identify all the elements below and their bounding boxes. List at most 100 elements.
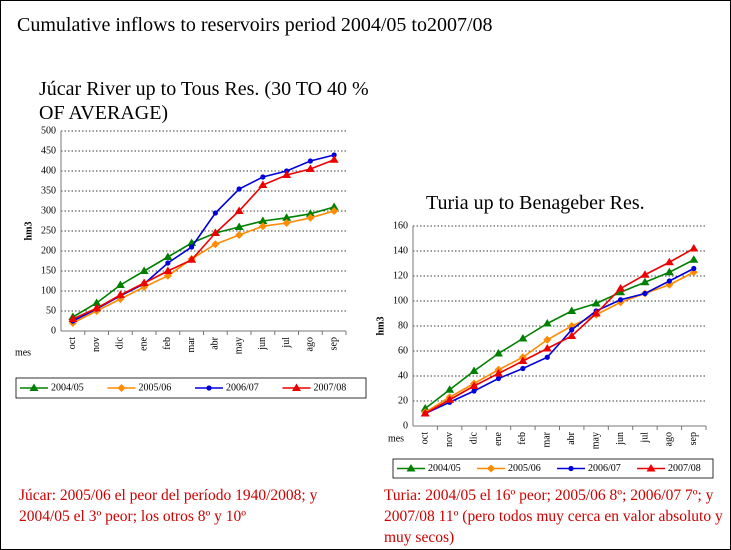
y-axis-label: hm3 [23, 222, 34, 241]
legend-label: 2006/07 [588, 463, 621, 474]
marker [115, 290, 125, 298]
marker [211, 240, 220, 249]
y-tick-label: 100 [41, 285, 56, 296]
marker [139, 266, 149, 274]
marker [234, 222, 244, 230]
marker [292, 383, 301, 391]
chart-title: Turia up to Benageber Res. [426, 192, 645, 214]
marker [258, 180, 268, 188]
marker [210, 228, 220, 236]
x-tick-label: feb [162, 337, 173, 350]
marker [92, 298, 102, 306]
y-tick-label: 40 [398, 370, 408, 381]
y-tick-label: 60 [398, 345, 408, 356]
marker [92, 303, 102, 312]
marker [139, 278, 149, 286]
x-tick-label: jun [615, 432, 626, 446]
y-tick-label: 0 [51, 325, 56, 336]
x-tick-label: abr [566, 431, 577, 444]
marker [543, 335, 552, 344]
marker [640, 270, 650, 278]
x-tick-label: sep [328, 337, 339, 350]
legend-label: 2006/07 [226, 382, 259, 393]
marker [544, 354, 550, 360]
legend-label: 2005/06 [139, 382, 172, 393]
marker [493, 349, 503, 357]
y-tick-label: 50 [46, 305, 56, 316]
x-tick-label: mar [186, 336, 197, 352]
series-line [72, 210, 335, 324]
marker [567, 331, 577, 339]
marker [235, 231, 244, 239]
marker [664, 257, 674, 266]
marker [520, 365, 526, 372]
marker [689, 244, 699, 252]
chart-title: Júcar River up to Tous Res. (30 TO 40 % … [39, 78, 369, 124]
marker [664, 267, 674, 276]
marker [518, 334, 528, 342]
marker [331, 152, 337, 158]
y-tick-label: 100 [393, 295, 408, 306]
y-tick-label: 450 [41, 145, 56, 156]
slide-title: Cumulative inflows to reservoirs period … [17, 14, 493, 36]
marker [591, 299, 601, 307]
marker [117, 384, 126, 392]
marker [617, 297, 624, 303]
y-tick-label: 350 [41, 185, 56, 196]
marker [646, 464, 656, 472]
series-line [424, 267, 695, 415]
marker [469, 381, 479, 389]
marker [493, 369, 503, 377]
x-tick-label: ago [305, 337, 316, 351]
marker [305, 164, 315, 172]
marker [282, 170, 292, 178]
y-tick-label: 20 [398, 395, 408, 406]
x-axis-label: mes [388, 433, 404, 444]
marker [569, 327, 575, 333]
legend-label: 2007/08 [314, 382, 347, 393]
marker [258, 222, 267, 231]
marker [518, 356, 528, 364]
y-tick-label: 120 [393, 270, 408, 281]
y-tick-label: 150 [41, 265, 56, 276]
marker [471, 388, 477, 394]
marker [212, 210, 218, 216]
marker [568, 465, 574, 472]
y-tick-label: 400 [41, 165, 56, 176]
note: Turia: 2004/05 el 16º peor; 2005/06 8º; … [384, 487, 723, 546]
marker [445, 395, 455, 403]
marker [187, 255, 197, 263]
marker [542, 344, 552, 352]
marker [206, 385, 212, 391]
x-tick-label: ene [138, 336, 149, 350]
marker [591, 309, 601, 317]
x-tick-label: ene [493, 431, 504, 445]
y-axis-label: hm3 [375, 317, 386, 336]
legend-label: 2007/08 [668, 463, 701, 474]
y-tick-label: 0 [403, 420, 408, 431]
marker [236, 186, 242, 192]
y-tick-label: 200 [41, 245, 56, 256]
marker [445, 385, 455, 393]
marker [282, 219, 291, 227]
marker [330, 207, 339, 215]
marker [282, 213, 292, 221]
legend-label: 2005/06 [508, 463, 541, 474]
x-tick-label: sep [688, 432, 699, 445]
x-tick-label: dic [468, 431, 479, 444]
note: Júcar: 2005/06 el peor del período 1940/… [19, 487, 318, 525]
x-tick-label: jul [281, 337, 292, 349]
marker [495, 375, 502, 382]
marker [329, 202, 339, 210]
marker [329, 155, 339, 163]
y-tick-label: 160 [393, 220, 408, 231]
series-line [424, 259, 695, 410]
marker [165, 260, 171, 266]
marker [406, 464, 416, 472]
marker [689, 255, 699, 263]
x-tick-label: jul [639, 432, 650, 444]
x-tick-label: mar [542, 431, 553, 447]
marker [616, 284, 626, 292]
